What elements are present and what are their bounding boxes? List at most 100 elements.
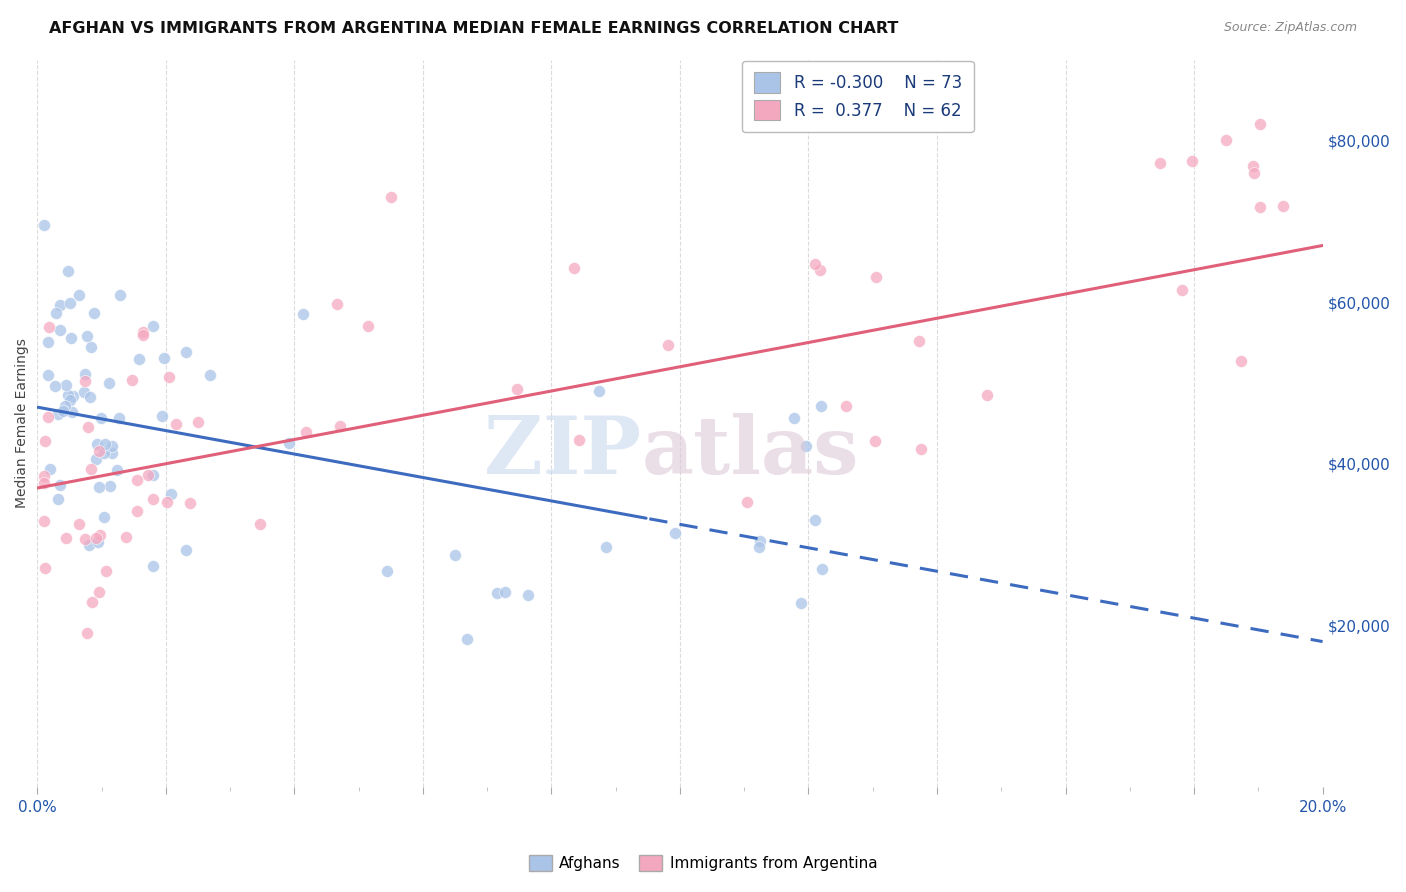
Point — [58, 264, 80, 278]
Point — [89, 528, 111, 542]
Point — [62, 389, 84, 403]
Point — [326, 296, 349, 310]
Point — [67, 516, 90, 531]
Point — [53, 399, 76, 413]
Text: Source: ZipAtlas.com: Source: ZipAtlas.com — [1223, 21, 1357, 34]
Point — [808, 262, 831, 277]
Point — [1181, 153, 1204, 168]
Point — [32, 514, 55, 528]
Point — [749, 533, 772, 548]
Point — [1249, 201, 1271, 215]
Point — [142, 491, 165, 506]
Point — [657, 338, 679, 352]
Point — [90, 411, 112, 425]
Point — [562, 261, 585, 276]
Point — [44, 379, 66, 393]
Point — [108, 411, 131, 425]
Point — [865, 270, 887, 285]
Point — [93, 446, 115, 460]
Point — [83, 306, 105, 320]
Point — [748, 540, 770, 554]
Point — [198, 368, 221, 382]
Point — [506, 382, 529, 396]
Point — [187, 415, 209, 429]
Point — [804, 513, 827, 527]
Point — [132, 325, 155, 339]
Point — [380, 190, 402, 204]
Point — [165, 417, 187, 432]
Point — [32, 476, 55, 491]
Point — [32, 468, 55, 483]
Point — [94, 564, 117, 578]
Point — [101, 445, 124, 459]
Point — [595, 540, 617, 554]
Point — [75, 532, 97, 546]
Point — [37, 335, 59, 350]
Point — [39, 462, 62, 476]
Point — [34, 561, 56, 575]
Point — [87, 585, 110, 599]
Point — [160, 486, 183, 500]
Point — [125, 473, 148, 487]
Point — [1272, 199, 1295, 213]
Text: atlas: atlas — [641, 413, 859, 491]
Point — [100, 439, 122, 453]
Point — [84, 531, 107, 545]
Point — [59, 393, 82, 408]
Point — [1243, 166, 1265, 180]
Point — [55, 531, 77, 545]
Point — [128, 351, 150, 366]
Point — [77, 538, 100, 552]
Point — [153, 351, 176, 365]
Point — [55, 378, 77, 392]
Point — [49, 298, 72, 312]
Point — [73, 374, 96, 388]
Point — [37, 409, 59, 424]
Point — [93, 510, 115, 524]
Point — [49, 478, 72, 492]
Point — [1215, 133, 1237, 147]
Point — [976, 388, 998, 402]
Point — [811, 561, 834, 575]
Point — [98, 376, 121, 391]
Point — [176, 542, 198, 557]
Point — [494, 585, 516, 599]
Point — [865, 434, 887, 449]
Point — [82, 595, 104, 609]
Point — [87, 444, 110, 458]
Point — [60, 404, 83, 418]
Point — [1241, 159, 1264, 173]
Point — [517, 588, 540, 602]
Point — [157, 370, 180, 384]
Point — [79, 390, 101, 404]
Point — [108, 287, 131, 301]
Point — [76, 328, 98, 343]
Point — [76, 419, 98, 434]
Point — [142, 558, 165, 573]
Point — [79, 340, 101, 354]
Point — [52, 403, 75, 417]
Point — [38, 319, 60, 334]
Point — [444, 548, 467, 562]
Point — [49, 323, 72, 337]
Point — [80, 462, 103, 476]
Point — [179, 496, 201, 510]
Point — [375, 564, 398, 578]
Point — [98, 479, 121, 493]
Point — [568, 434, 591, 448]
Point — [125, 504, 148, 518]
Point — [86, 437, 108, 451]
Point — [115, 530, 138, 544]
Point — [485, 586, 508, 600]
Point — [790, 596, 813, 610]
Point — [32, 218, 55, 232]
Point — [138, 468, 160, 483]
Point — [794, 439, 817, 453]
Point — [910, 442, 932, 457]
Point — [783, 411, 806, 425]
Point — [664, 526, 686, 541]
Point — [87, 480, 110, 494]
Point — [142, 467, 165, 482]
Point — [72, 385, 94, 400]
Point — [37, 368, 59, 383]
